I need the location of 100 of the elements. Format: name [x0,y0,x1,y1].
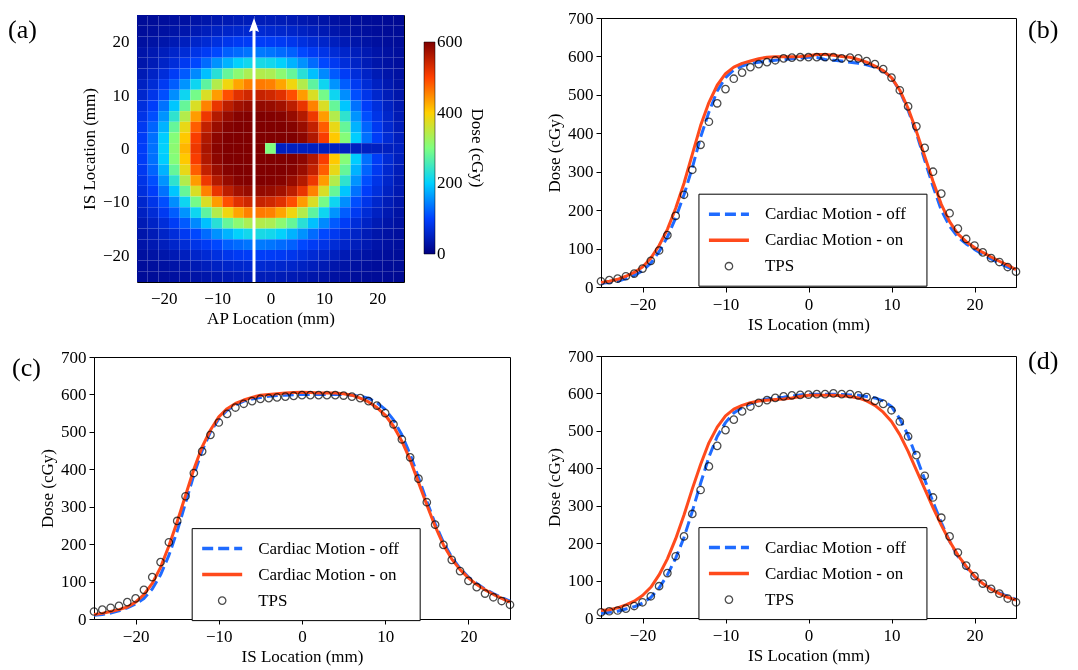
chart-title: (c) [12,353,41,382]
point [89,607,99,616]
point [355,393,365,403]
point [804,390,813,399]
y-tick-label: 600 [568,383,594,403]
point [256,394,265,404]
point [172,516,182,526]
point [878,64,888,74]
point [122,597,132,607]
point [895,417,905,426]
point [687,165,697,175]
point [646,591,656,601]
point [829,389,838,398]
point [414,474,423,483]
point [621,604,631,613]
point [779,392,788,401]
point [380,408,390,418]
chart-title: (d) [1028,346,1059,375]
point [405,452,415,462]
point [621,271,631,281]
legend-label: Cardiac Motion - on [258,564,398,584]
point [712,98,722,108]
point [862,56,871,66]
y-tick-label: 200 [568,533,594,553]
y-tick-label: 300 [568,496,594,516]
point [604,606,614,616]
point [696,485,705,495]
point [297,390,307,400]
y-tick-label: 100 [568,571,594,591]
y-tick-label: 500 [61,422,87,442]
point [936,513,946,523]
y-tick-label: 500 [568,421,594,441]
point [903,432,913,441]
point [156,557,165,567]
chart-title: (a) [8,15,37,44]
point [330,390,340,400]
legend-label: Cardiac Motion - off [764,537,907,557]
y-tick-label: 300 [61,497,87,517]
point [613,274,622,283]
point [314,390,323,400]
point [339,391,348,400]
point [820,52,830,62]
legend-label: Cardiac Motion - off [764,204,907,224]
point [604,275,614,285]
x-tick-label: 20 [369,288,387,308]
point [912,122,921,131]
x-tick-label: 20 [966,625,984,645]
point [837,54,847,63]
point [762,57,772,67]
point [812,389,822,399]
point [654,581,664,591]
point [754,59,764,69]
x-tick-label: −20 [629,625,657,645]
point [1003,594,1013,603]
point [654,246,664,255]
point [97,605,107,614]
point [106,603,115,613]
y-axis-title: Dose (cGy) [545,113,564,193]
point [953,224,963,233]
point [762,395,772,405]
point [737,68,747,77]
point [920,471,930,481]
x-axis-title: AP Location (mm) [207,308,335,328]
color-bar-title: Dose (cGy) [468,108,487,188]
y-tick-label: 10 [112,85,130,105]
point [447,555,457,565]
point [1011,267,1021,276]
point [978,579,988,588]
point [928,493,938,502]
point [497,596,507,606]
y-tick-label: 300 [568,162,594,182]
point [845,389,855,399]
point [721,425,730,435]
y-tick-label: 0 [585,608,594,628]
point [289,391,299,401]
point [795,390,805,400]
point [829,52,838,62]
legend-label: TPS [764,256,795,276]
x-tick-label: −20 [150,288,178,308]
point [970,571,979,581]
y-tick-label: 600 [61,384,87,404]
point [247,396,257,406]
legend-label: Cardiac Motion - off [258,538,400,558]
y-tick-label: −10 [102,192,130,212]
point [887,73,896,82]
point [239,399,249,409]
point [264,393,274,403]
point [1003,262,1013,272]
color-bar-label: 600 [437,32,463,51]
x-tick-label: 20 [460,626,478,646]
x-axis-title: IS Location (mm) [748,314,870,334]
point [770,55,780,65]
legend-label: TPS [764,589,795,609]
point [912,450,921,460]
point [986,253,996,263]
point [231,403,240,412]
point [629,601,639,611]
point [845,53,855,62]
y-tick-label: 100 [61,572,87,592]
point [746,402,755,411]
